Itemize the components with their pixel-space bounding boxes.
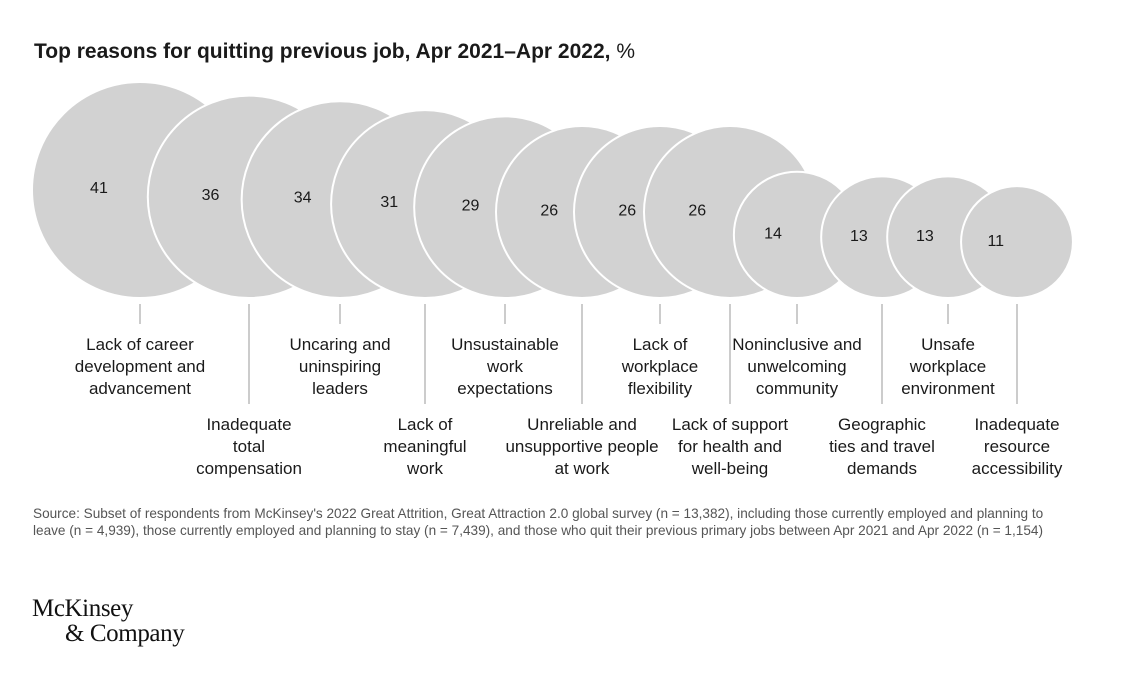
category-label-line: accessibility: [972, 459, 1063, 478]
category-label-line: Geographic: [838, 415, 926, 434]
category-label-line: development and: [75, 357, 205, 376]
category-label-line: compensation: [196, 459, 302, 478]
category-label: Noninclusive and unwelcoming community: [732, 335, 861, 398]
category-label: Inadequate resource accessibility: [972, 415, 1063, 478]
category-label-line: Lack of career: [86, 335, 194, 354]
category-label: Lack of meaningful work: [383, 415, 466, 478]
category-label-line: Inadequate: [974, 415, 1059, 434]
category-label-line: community: [756, 379, 839, 398]
value-label: 41: [90, 180, 108, 197]
category-label: Unsafe workplace environment: [901, 335, 995, 398]
value-label: 26: [688, 202, 706, 219]
category-label: Inadequate total compensation: [196, 415, 302, 478]
chart-title-text: Top reasons for quitting previous job, A…: [34, 40, 611, 63]
category-label-line: work: [406, 459, 443, 478]
source-note: Source: Subset of respondents from McKin…: [33, 506, 1044, 538]
value-label: 26: [540, 202, 558, 219]
category-label-line: ties and travel: [829, 437, 935, 456]
mckinsey-logo: McKinsey & Company: [32, 595, 185, 647]
category-label-line: Unsustainable: [451, 335, 559, 354]
category-label-line: resource: [984, 437, 1050, 456]
value-label: 29: [462, 197, 480, 214]
category-label-line: expectations: [457, 379, 552, 398]
category-label: Unreliable and unsupportive people at work: [505, 415, 658, 478]
category-label-line: Lack of support: [672, 415, 789, 434]
bubble-group: [31, 81, 1074, 300]
category-label-line: flexibility: [628, 379, 693, 398]
category-label-line: Uncaring and: [289, 335, 390, 354]
bubble: [960, 185, 1074, 299]
category-label-line: demands: [847, 459, 917, 478]
category-label-line: leaders: [312, 379, 368, 398]
category-label-line: work: [486, 357, 523, 376]
category-label: Unsustainable work expectations: [451, 335, 559, 398]
category-label: Uncaring and uninspiring leaders: [289, 335, 390, 398]
category-label-line: Lack of: [633, 335, 688, 354]
chart-title: Top reasons for quitting previous job, A…: [34, 40, 635, 64]
category-label-line: at work: [555, 459, 610, 478]
category-label-line: Unreliable and: [527, 415, 637, 434]
value-label-group: 41 36 34 31 29 26 26 26 14 13 13 11: [90, 180, 1004, 250]
category-label-line: uninspiring: [299, 357, 381, 376]
logo-line-1: McKinsey: [32, 595, 133, 622]
category-label-line: total: [233, 437, 265, 456]
category-label-line: meaningful: [383, 437, 466, 456]
leader-line-group: [139, 304, 1018, 404]
bubble-chart: 41 36 34 31 29 26 26 26 14 13 13 11 Lack of career d…: [31, 81, 1074, 478]
category-label-line: Noninclusive and: [732, 335, 861, 354]
category-label-line: unwelcoming: [747, 357, 846, 376]
category-label: Lack of support for health and well-being: [672, 415, 789, 478]
logo-line-2: & Company: [65, 620, 185, 647]
category-label-line: advancement: [89, 379, 191, 398]
category-label-line: for health and: [678, 437, 782, 456]
chart-title-unit: %: [616, 40, 635, 63]
category-label: Lack of workplace flexibility: [621, 335, 699, 398]
value-label: 11: [987, 233, 1004, 250]
category-label-line: well-being: [691, 459, 769, 478]
category-label-group: Lack of career development and advancement…: [75, 335, 1063, 478]
value-label: 13: [916, 228, 934, 245]
value-label: 14: [764, 226, 782, 243]
category-label-line: Unsafe: [921, 335, 975, 354]
value-label: 31: [380, 194, 398, 211]
category-label: Lack of career development and advancement: [75, 335, 205, 398]
category-label-line: environment: [901, 379, 995, 398]
value-label: 36: [202, 187, 220, 204]
category-label-line: Inadequate: [206, 415, 291, 434]
category-label: Geographic ties and travel demands: [829, 415, 935, 478]
value-label: 34: [294, 190, 312, 207]
value-label: 13: [850, 228, 868, 245]
category-label-line: Lack of: [398, 415, 453, 434]
category-label-line: workplace: [621, 357, 699, 376]
category-label-line: unsupportive people: [505, 437, 658, 456]
category-label-line: workplace: [909, 357, 987, 376]
value-label: 26: [618, 202, 636, 219]
